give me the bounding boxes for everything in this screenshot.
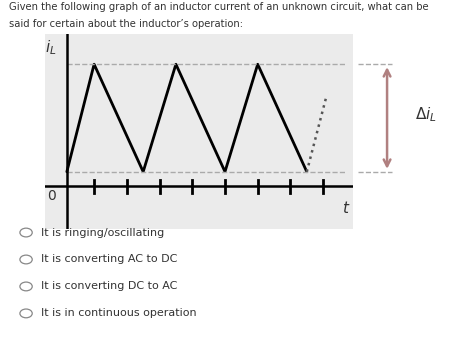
Text: $t$: $t$ [342, 201, 351, 216]
Text: It is ringing/oscillating: It is ringing/oscillating [41, 227, 164, 238]
Text: $i_L$: $i_L$ [45, 38, 56, 57]
Text: It is converting AC to DC: It is converting AC to DC [41, 254, 177, 265]
Text: $\Delta i_L$: $\Delta i_L$ [415, 105, 437, 124]
Text: It is in continuous operation: It is in continuous operation [41, 308, 196, 318]
Text: 0: 0 [47, 189, 56, 203]
Text: Given the following graph of an inductor current of an unknown circuit, what can: Given the following graph of an inductor… [9, 2, 429, 12]
Text: said for certain about the inductor’s operation:: said for certain about the inductor’s op… [9, 19, 244, 29]
Text: It is converting DC to AC: It is converting DC to AC [41, 281, 177, 292]
